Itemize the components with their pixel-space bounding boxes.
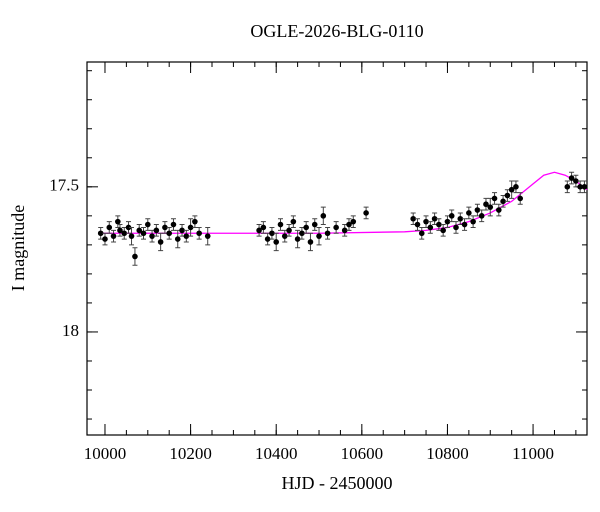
y-tick-label: 18 [62, 321, 79, 340]
x-tick-label: 10200 [169, 444, 212, 463]
data-point [444, 218, 451, 225]
x-tick-label: 11000 [512, 444, 554, 463]
data-point [461, 221, 468, 228]
data-point [517, 195, 524, 202]
data-point [487, 204, 494, 210]
data-point [453, 224, 459, 231]
data-point [577, 184, 583, 190]
data-point [311, 221, 318, 228]
data-point [162, 224, 168, 231]
data-point [132, 253, 138, 260]
data-point [564, 184, 571, 190]
data-point [341, 227, 348, 234]
data-point [290, 218, 297, 225]
data-point [410, 215, 416, 222]
data-point [281, 233, 288, 239]
data-point [97, 230, 104, 237]
data-point [157, 239, 164, 245]
data-point [333, 224, 339, 231]
data-point [320, 213, 327, 219]
data-point [478, 213, 485, 219]
data-point [457, 215, 464, 222]
data-point [581, 184, 588, 190]
data-point [136, 227, 143, 234]
data-point [277, 221, 284, 228]
data-point [573, 178, 579, 184]
data-point [256, 227, 262, 234]
data-point [299, 230, 305, 237]
data-point [273, 239, 280, 245]
x-tick-label: 10600 [341, 444, 384, 463]
data-point [128, 233, 135, 239]
x-tick-label: 10800 [426, 444, 469, 463]
data-point [346, 221, 352, 228]
data-point [431, 215, 438, 222]
data-point [303, 224, 309, 231]
data-point [174, 236, 181, 242]
data-point [140, 230, 147, 237]
data-point [414, 221, 421, 228]
data-point [363, 210, 369, 216]
data-point [269, 230, 275, 237]
data-point [179, 227, 185, 234]
chart-title: OGLE-2026-BLG-0110 [250, 21, 423, 41]
data-point [121, 230, 128, 237]
data-point [466, 210, 472, 216]
data-point [196, 230, 202, 237]
data-point [470, 218, 476, 225]
data-point [500, 198, 506, 205]
data-point [264, 236, 271, 242]
data-point [102, 236, 108, 242]
data-point [440, 227, 446, 234]
data-point [474, 207, 481, 213]
data-point [294, 236, 301, 242]
data-point [286, 227, 292, 234]
data-point [117, 227, 123, 234]
data-point [496, 207, 502, 213]
data-point [144, 221, 151, 228]
data-point [192, 218, 198, 225]
plot-frame [86, 61, 588, 436]
data-point [106, 224, 113, 231]
x-tick-label: 10400 [255, 444, 298, 463]
x-tick-label: 10000 [84, 444, 127, 463]
data-point [491, 195, 498, 202]
data-point [149, 233, 155, 239]
data-point [427, 224, 434, 231]
data-point [350, 218, 357, 225]
data-point [513, 184, 519, 190]
data-point [183, 233, 190, 239]
data-point [110, 233, 117, 239]
x-axis-label: HJD - 2450000 [282, 473, 393, 493]
data-point [153, 227, 160, 234]
data-point [260, 224, 267, 231]
y-axis-label: I magnitude [8, 205, 28, 291]
y-tick-label: 17.5 [49, 176, 79, 195]
data-point [166, 230, 172, 237]
data-point [504, 192, 511, 199]
data-point [125, 224, 132, 231]
data-point [448, 213, 455, 219]
data-point [508, 186, 515, 193]
data-point [568, 175, 575, 181]
data-point [187, 224, 194, 231]
data-point [115, 218, 121, 225]
data-point [418, 230, 425, 237]
data-point [307, 239, 314, 245]
data-point [436, 221, 442, 228]
data-point [324, 230, 331, 237]
data-point [170, 221, 177, 228]
data-point [316, 233, 322, 239]
data-point [204, 233, 211, 239]
data-point [483, 201, 489, 208]
data-point [423, 218, 429, 225]
